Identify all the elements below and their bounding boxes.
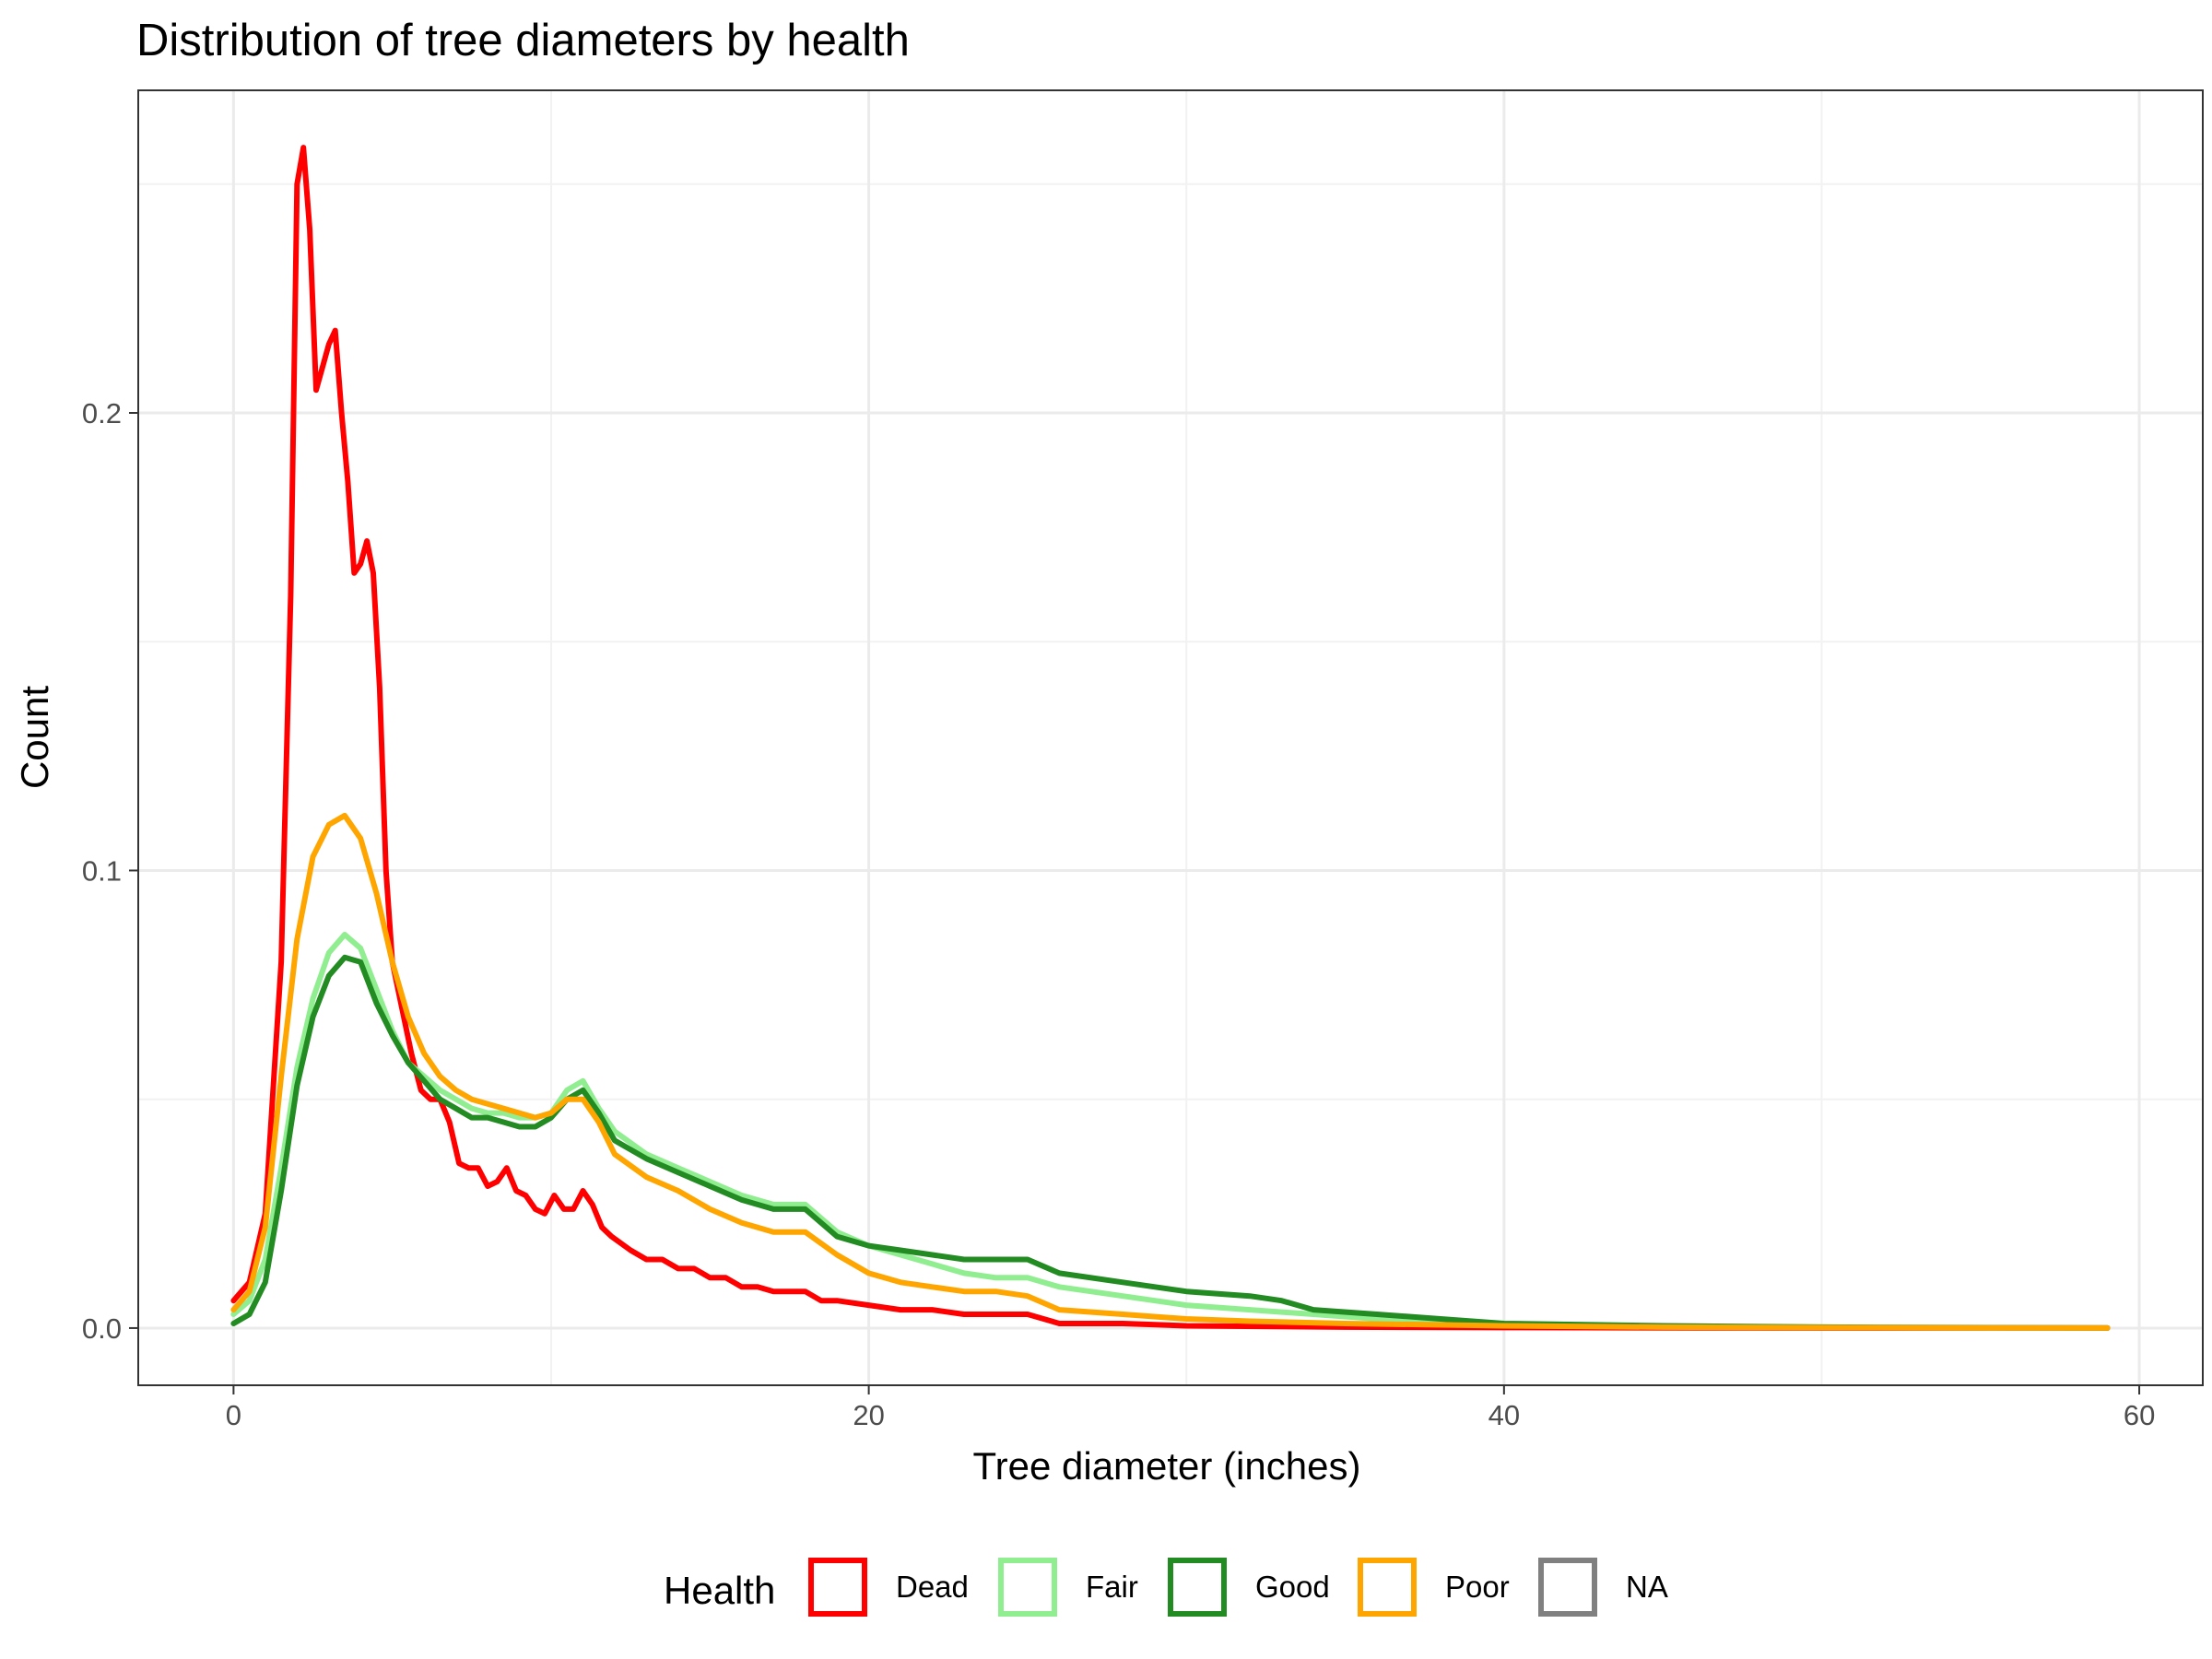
- x-tick-label-2: 40: [1488, 1399, 1520, 1431]
- grid-lines: [138, 90, 2203, 1385]
- x-tick-label-1: 20: [853, 1399, 884, 1431]
- x-tick-label-0: 0: [226, 1399, 241, 1431]
- x-axis-title: Tree diameter (inches): [973, 1444, 1361, 1488]
- series-line-dead: [230, 145, 2111, 1331]
- x-tick-label-3: 60: [2124, 1399, 2155, 1431]
- y-tick-label-2: 0.2: [82, 397, 122, 429]
- chart-title: Distribution of tree diameters by health: [136, 16, 910, 65]
- axis-ticks: 0 20 40 60 0.0 0.1 0.2: [82, 397, 2155, 1431]
- legend-label-na: NA: [1626, 1570, 1668, 1604]
- series-line-fair: [230, 932, 2111, 1331]
- legend-title: Health: [664, 1569, 775, 1612]
- legend-key-good: [1168, 1558, 1227, 1617]
- legend-label-poor: Poor: [1445, 1570, 1510, 1604]
- legend: Health Dead Fair Good Poor NA: [664, 1558, 1668, 1617]
- y-tick-label-0: 0.0: [82, 1312, 122, 1345]
- plot-panel-border: [137, 89, 2204, 1386]
- series-lines: [230, 145, 2111, 1331]
- y-tick-label-1: 0.1: [82, 854, 122, 887]
- legend-key-na: [1538, 1558, 1597, 1617]
- legend-label-dead: Dead: [896, 1570, 969, 1604]
- legend-key-fair: [998, 1558, 1057, 1617]
- legend-label-good: Good: [1255, 1570, 1330, 1604]
- legend-label-fair: Fair: [1086, 1570, 1138, 1604]
- legend-key-dead: [808, 1558, 867, 1617]
- legend-key-poor: [1358, 1558, 1417, 1617]
- series-line-poor: [230, 812, 2111, 1331]
- y-axis-title: Count: [13, 686, 56, 789]
- series-line-good: [230, 954, 2111, 1331]
